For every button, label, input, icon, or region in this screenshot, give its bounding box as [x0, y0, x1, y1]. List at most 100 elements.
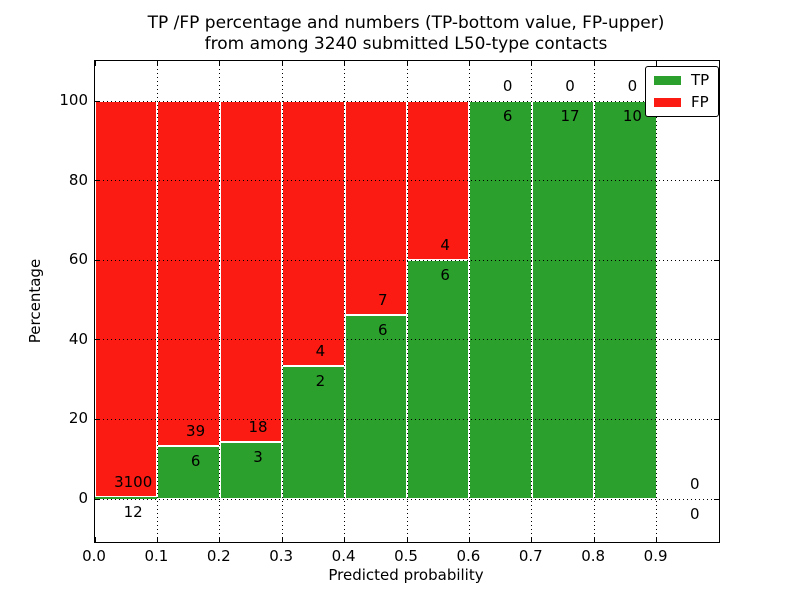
fp-count-label: 39 — [186, 421, 206, 440]
x-tick-mark-top — [94, 61, 96, 66]
x-tick-mark — [468, 537, 470, 542]
fp-bar-segment — [344, 101, 407, 316]
tp-count-label: 6 — [190, 451, 201, 470]
x-tick-mark — [344, 537, 346, 542]
x-tick-mark-top — [156, 61, 158, 66]
tp-count-label: 0 — [690, 505, 700, 523]
legend-swatch-tp-icon — [654, 76, 681, 85]
fp-bar-segment — [95, 101, 158, 498]
x-tick-mark-top — [468, 61, 470, 66]
gridline-horizontal — [95, 100, 719, 102]
fp-count-label: 4 — [440, 236, 450, 255]
chart-title-line1: TP /FP percentage and numbers (TP-bottom… — [147, 13, 665, 33]
plot-area: 3100 12 39 6 18 3 4 2 7 6 4 6 0 6 0 17 0 10 0 0 — [94, 60, 720, 543]
x-tick-label: 0.5 — [394, 547, 418, 565]
tp-bar-segment — [219, 442, 283, 499]
fp-bar-segment — [282, 101, 345, 367]
tp-count-label: 12 — [123, 503, 143, 522]
x-tick-label: 0.1 — [144, 547, 169, 565]
tp-count-label: 6 — [502, 107, 513, 125]
x-tick-mark — [156, 537, 158, 542]
x-tick-mark — [531, 537, 533, 542]
y-tick-label: 60 — [68, 250, 88, 269]
tp-count-label: 2 — [315, 372, 326, 391]
y-tick-mark — [95, 180, 100, 182]
gridline-vertical — [281, 61, 283, 542]
y-tick-label: 80 — [68, 170, 88, 189]
gridline-vertical — [468, 61, 470, 542]
x-tick-label: 0.0 — [82, 547, 106, 565]
gridline-vertical — [406, 61, 408, 542]
x-tick-mark-top — [656, 61, 658, 66]
x-tick-mark-top — [344, 61, 346, 66]
x-tick-mark — [219, 537, 221, 542]
gridline-vertical — [344, 61, 346, 542]
tp-count-label: 10 — [622, 107, 642, 125]
y-tick-mark — [95, 498, 100, 500]
x-tick-mark — [281, 537, 283, 542]
y-tick-mark-right — [714, 418, 719, 420]
y-tick-mark-right — [714, 180, 719, 182]
chart-title: TP /FP percentage and numbers (TP-bottom… — [94, 13, 718, 55]
legend-swatch-fp-icon — [654, 98, 681, 107]
legend-label-tp: TP — [691, 71, 710, 89]
y-tick-mark — [95, 259, 100, 261]
legend: TP FP — [645, 66, 720, 117]
gridline-vertical — [531, 61, 533, 542]
x-tick-label: 0.2 — [206, 547, 231, 565]
x-tick-mark-top — [281, 61, 283, 66]
legend-item-tp: TP — [654, 73, 709, 88]
y-tick-mark-right — [714, 339, 719, 341]
fp-bar-segment — [157, 101, 220, 446]
x-tick-mark-top — [593, 61, 595, 66]
x-tick-label: 0.7 — [518, 547, 543, 565]
x-tick-mark-top — [406, 61, 408, 66]
gridline-vertical — [656, 61, 658, 542]
gridline-horizontal — [95, 498, 719, 500]
x-tick-mark — [94, 537, 96, 542]
x-tick-mark-top — [531, 61, 533, 66]
y-tick-mark — [95, 339, 100, 341]
x-tick-mark-top — [219, 61, 221, 66]
fp-count-label: 7 — [378, 291, 388, 310]
tp-count-label: 6 — [378, 321, 388, 340]
tp-bar-segment — [469, 101, 532, 499]
y-tick-mark-right — [714, 498, 719, 500]
gridline-horizontal — [95, 180, 719, 182]
tp-bar-segment — [344, 315, 407, 499]
tp-bar-segment — [407, 260, 470, 499]
x-tick-label: 0.6 — [456, 547, 481, 565]
fp-count-label: 18 — [248, 418, 268, 437]
tp-bar-segment — [157, 445, 220, 499]
x-tick-mark — [406, 537, 408, 542]
gridline-vertical — [156, 61, 158, 542]
fp-count-label: 4 — [315, 342, 326, 361]
y-tick-label: 40 — [68, 329, 88, 348]
x-tick-label: 0.8 — [581, 547, 606, 565]
y-tick-label: 100 — [59, 91, 88, 109]
y-tick-label: 20 — [68, 409, 88, 428]
fp-count-label: 0 — [502, 77, 513, 95]
chart-title-line2: from among 3240 submitted L50-type conta… — [204, 34, 608, 54]
tp-bar-segment — [531, 101, 595, 499]
y-tick-label: 0 — [78, 489, 88, 507]
fp-count-label: 0 — [565, 77, 575, 95]
gridline-horizontal — [95, 259, 719, 261]
y-tick-mark — [95, 100, 100, 102]
legend-item-fp: FP — [654, 95, 709, 110]
tp-bar-segment — [95, 497, 158, 499]
y-tick-mark — [95, 418, 100, 420]
x-tick-mark — [593, 537, 595, 542]
tp-count-label: 3 — [253, 448, 263, 467]
tp-count-label: 6 — [440, 266, 450, 285]
x-tick-label: 0.3 — [269, 547, 294, 565]
fp-bar-segment — [219, 101, 283, 443]
gridline-vertical — [593, 61, 595, 542]
gridline-horizontal — [95, 339, 719, 341]
x-tick-mark — [656, 537, 658, 542]
tp-bar-segment — [594, 101, 657, 499]
fp-count-label: 0 — [690, 475, 700, 493]
x-tick-label: 0.4 — [331, 547, 356, 565]
legend-label-fp: FP — [691, 93, 709, 111]
